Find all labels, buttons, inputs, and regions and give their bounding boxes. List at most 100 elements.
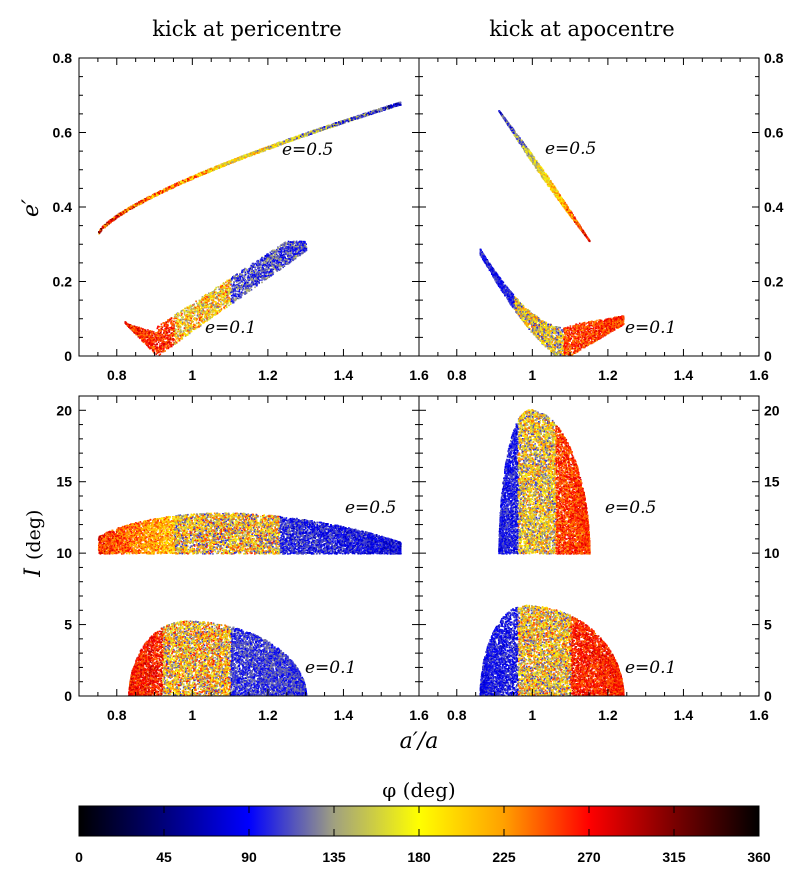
layerTL-point — [181, 336, 183, 339]
layerTL-point — [341, 121, 343, 123]
layerTL-point — [227, 293, 230, 296]
layerTL-point — [268, 263, 270, 265]
layerTL-point — [274, 254, 276, 256]
layerTL-point — [193, 303, 195, 305]
layerTL-point — [244, 287, 247, 290]
layerTL-point — [231, 302, 234, 304]
layerTL-point — [154, 335, 156, 337]
layerTL-point — [236, 273, 238, 276]
layerTL-point — [153, 345, 156, 347]
layerTL-point — [188, 177, 190, 179]
layerTL-point — [248, 268, 250, 270]
layerTL-point — [329, 124, 332, 127]
layerTL-point — [241, 271, 243, 274]
layerTL-point — [388, 107, 390, 110]
layerTL-point — [276, 261, 279, 263]
layerTL-point — [221, 287, 223, 290]
layerTL-point — [169, 186, 171, 188]
layerTL-point — [269, 251, 272, 254]
layerTL-point — [103, 224, 106, 227]
layerTL-point — [156, 352, 159, 355]
layerTL-point — [228, 292, 231, 295]
layerTL-point — [346, 118, 349, 121]
layerTL-point — [241, 294, 243, 296]
layerTL-point — [177, 325, 180, 328]
layerTL-point — [188, 316, 191, 318]
layerTL-point — [203, 173, 206, 175]
layerTL-point — [199, 325, 202, 327]
layerTL-point — [285, 242, 288, 245]
layerTL-point — [287, 138, 290, 140]
layerTL-point — [169, 338, 172, 341]
layerTL-point — [366, 114, 369, 116]
layerTL-point — [311, 133, 313, 135]
layerTL-point — [149, 343, 151, 345]
layerTL-point — [272, 267, 274, 270]
layerTL-point — [259, 150, 261, 152]
layerTL-point — [179, 183, 182, 185]
layerTL-point — [243, 275, 246, 277]
layerTL-point — [215, 297, 217, 299]
layerTL-point — [372, 112, 374, 114]
layerTL-point — [151, 347, 154, 349]
layerTL-point — [159, 191, 161, 194]
layerTL-point — [202, 299, 204, 302]
layerTL-point — [251, 275, 253, 278]
layerTL-point — [276, 264, 279, 266]
layerTL-point — [199, 172, 201, 174]
layerTL-point — [257, 267, 259, 270]
layerTL-point — [285, 253, 288, 256]
layerTL-point — [159, 343, 161, 345]
layerTL-point — [173, 186, 175, 188]
layerTL-point — [374, 111, 376, 114]
layerTL-point — [201, 317, 203, 320]
layerTL-point — [228, 291, 230, 294]
layerTL-point — [139, 200, 142, 203]
layerTL-point — [142, 200, 145, 203]
layerTL-point — [106, 223, 108, 225]
layerTL-point — [110, 218, 113, 221]
layerTL-point — [184, 323, 187, 326]
layerTL-point — [142, 201, 145, 204]
layerTL-point — [233, 285, 235, 287]
layerTL-point — [273, 260, 276, 263]
layerTL-point — [294, 138, 296, 141]
layerTL-point — [214, 291, 216, 293]
layerTL-point — [342, 122, 344, 124]
layerTL-point — [278, 144, 280, 147]
layerTL-point — [267, 148, 269, 150]
layerTL-point — [187, 329, 189, 331]
layerTL-point — [212, 299, 215, 301]
layerTL-point — [251, 274, 254, 276]
layerTL-point — [206, 297, 208, 299]
layerTL-point — [182, 335, 184, 338]
layerTL-point — [282, 142, 285, 145]
layerTL-point — [125, 209, 128, 211]
layerTL-point — [362, 115, 364, 118]
layerTL-point — [150, 346, 152, 348]
layerTL-point — [315, 128, 318, 131]
layerTL-point — [244, 285, 246, 288]
layerTL-point — [255, 150, 258, 153]
layerTL-point — [290, 255, 292, 257]
layerTL-point — [203, 300, 206, 302]
layerTL-point — [230, 290, 233, 292]
layerTL-point — [270, 269, 273, 272]
layerTL-point — [177, 184, 180, 186]
layerTL-point — [225, 304, 228, 307]
layerTL-point — [333, 125, 335, 127]
layerTL-point — [357, 114, 360, 117]
layerTL-point — [186, 316, 189, 318]
layerTL-point — [115, 216, 118, 219]
layerTL-point — [172, 344, 174, 346]
layerTL-point — [284, 249, 286, 252]
layerTL-point — [190, 323, 192, 326]
layerTL-point — [165, 337, 167, 339]
layerTL-point — [141, 199, 143, 202]
layerTL-point — [142, 199, 144, 202]
layerTL-point — [136, 204, 138, 207]
layerTL-point — [198, 305, 201, 307]
layerTL-point — [222, 282, 225, 284]
layerTL-point — [291, 253, 294, 255]
layerTL-point — [239, 156, 241, 159]
